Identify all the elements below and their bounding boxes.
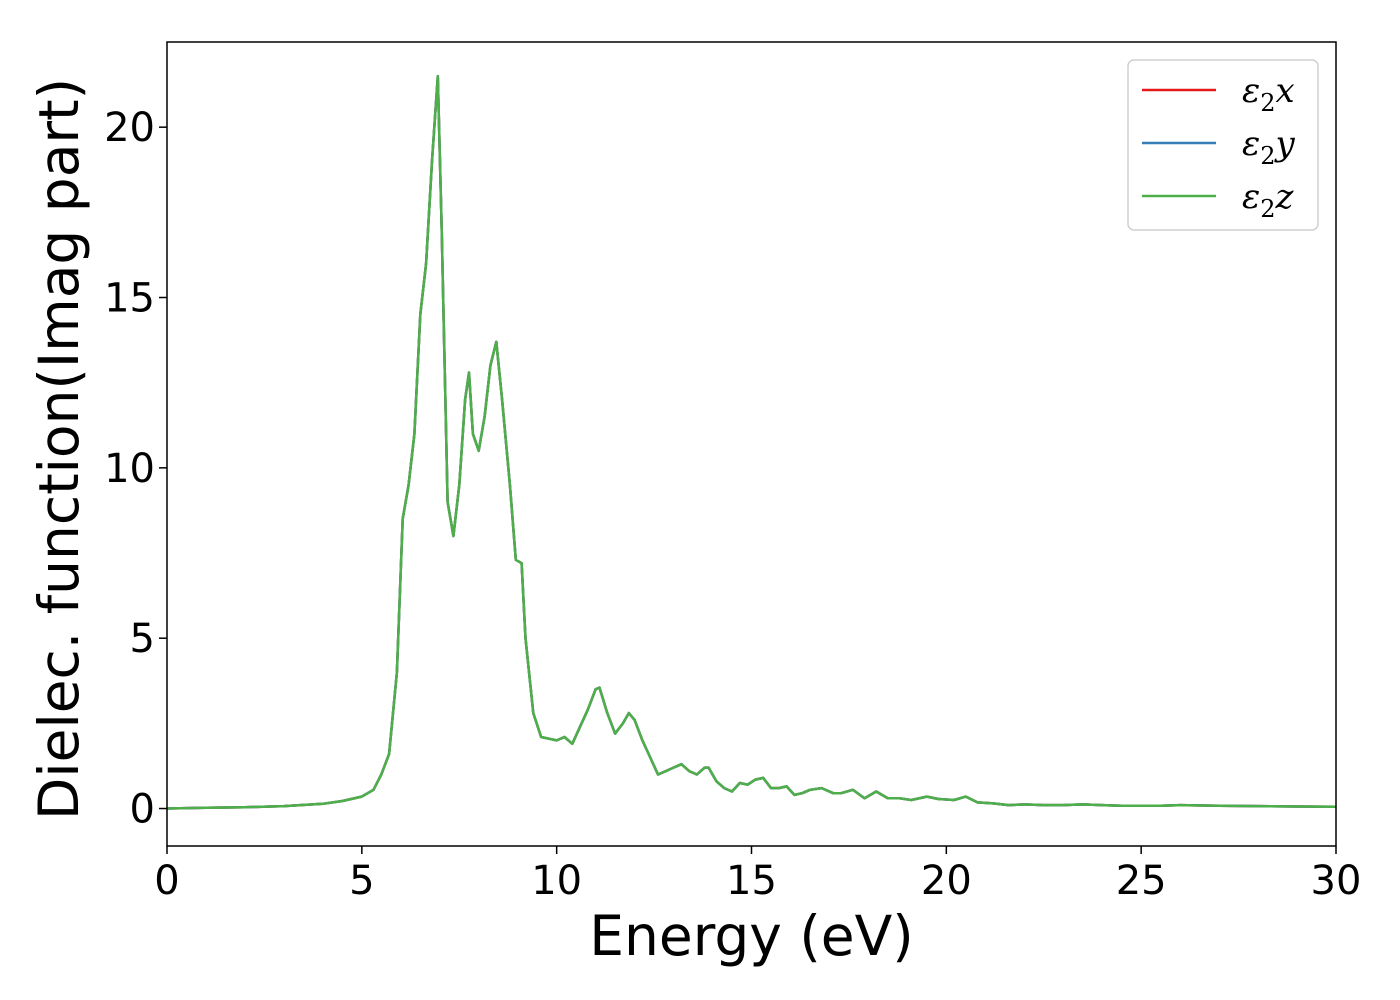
legend-label-0: ε2x <box>1242 71 1295 117</box>
y-tick-label: 10 <box>104 446 155 492</box>
series-line-2 <box>166 74 1337 810</box>
y-tick-label: 0 <box>130 787 155 833</box>
x-tick-label: 5 <box>349 858 374 904</box>
y-tick-label: 20 <box>104 105 155 151</box>
x-axis-title: Energy (eV) <box>589 904 913 968</box>
legend-label-2: ε2z <box>1242 177 1295 223</box>
x-tick-label: 15 <box>726 858 777 904</box>
x-tick-label: 30 <box>1311 858 1362 904</box>
legend: ε2x ε2y ε2z <box>1127 59 1319 231</box>
x-tick-label: 0 <box>154 858 179 904</box>
x-tick-label: 20 <box>921 858 972 904</box>
y-tick-label: 15 <box>104 276 155 322</box>
plot-area <box>166 74 1337 810</box>
y-tick-label: 5 <box>130 616 155 662</box>
x-tick-label: 25 <box>1116 858 1167 904</box>
y-axis-title: Dielec. function(Imag part) <box>27 78 91 820</box>
y-axis: 0 5 10 15 20 <box>104 105 167 833</box>
x-tick-label: 10 <box>531 858 582 904</box>
x-axis: 0 5 10 15 20 25 30 <box>154 846 1361 904</box>
legend-box <box>1127 59 1319 231</box>
legend-label-1: ε2y <box>1242 124 1296 170</box>
